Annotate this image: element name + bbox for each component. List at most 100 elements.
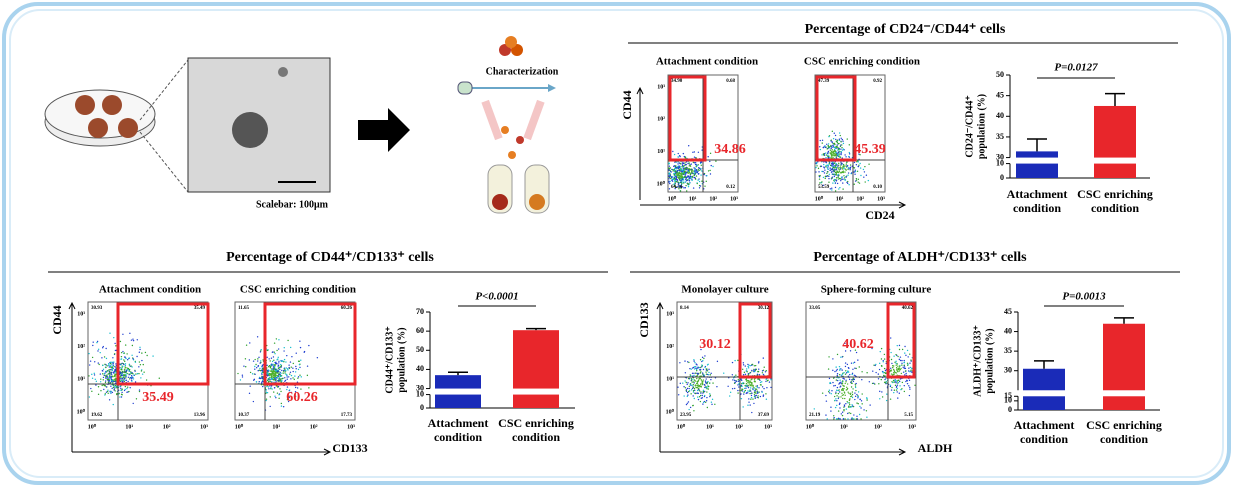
- event-dot: [825, 161, 828, 164]
- event-dot: [751, 411, 753, 414]
- event-dot: [140, 377, 142, 379]
- event-dot: [837, 392, 840, 395]
- event-dot: [821, 154, 823, 156]
- event-dot: [686, 395, 689, 398]
- event-dot: [293, 378, 295, 381]
- event-dot: [692, 404, 694, 407]
- gate-value: 40.62: [842, 337, 874, 352]
- event-dot: [886, 393, 888, 395]
- event-dot: [844, 373, 847, 375]
- event-dot: [691, 367, 694, 369]
- event-dot: [105, 364, 107, 366]
- event-dot: [699, 185, 702, 187]
- event-dot: [715, 160, 717, 162]
- event-dot: [747, 386, 750, 389]
- event-dot: [852, 418, 854, 420]
- event-dot: [889, 384, 892, 386]
- event-dot: [679, 382, 681, 385]
- event-dot: [91, 373, 93, 376]
- event-dot: [272, 371, 274, 374]
- event-dot: [141, 359, 143, 362]
- event-dot: [285, 373, 287, 375]
- event-dot: [841, 138, 844, 141]
- quadrant-value: 35.49: [194, 306, 206, 311]
- event-dot: [274, 377, 276, 379]
- event-dot: [829, 188, 831, 190]
- event-dot: [841, 387, 844, 390]
- event-dot: [741, 388, 743, 390]
- event-dot: [245, 344, 248, 346]
- event-dot: [261, 365, 264, 367]
- event-dot: [286, 378, 288, 380]
- event-dot: [850, 406, 853, 408]
- quadrant-value: 30.93: [91, 306, 103, 311]
- event-dot: [843, 385, 845, 387]
- event-dot: [92, 344, 94, 347]
- event-dot: [849, 350, 852, 352]
- event-dot: [696, 389, 699, 392]
- event-dot: [126, 386, 129, 388]
- arrow: [358, 108, 410, 152]
- event-dot: [762, 395, 764, 397]
- event-dot: [139, 346, 141, 349]
- event-dot: [99, 381, 102, 383]
- event-dot: [833, 170, 836, 173]
- event-dot: [838, 391, 841, 393]
- event-dot: [734, 359, 736, 362]
- event-dot: [874, 383, 876, 385]
- event-dot: [706, 364, 709, 366]
- event-dot: [836, 389, 838, 391]
- event-dot: [899, 378, 902, 380]
- event-dot: [866, 416, 868, 418]
- event-dot: [269, 380, 272, 382]
- event-dot: [134, 361, 137, 363]
- event-dot: [911, 367, 913, 369]
- event-dot: [875, 371, 877, 374]
- event-dot: [835, 180, 838, 182]
- event-dot: [121, 388, 123, 390]
- event-dot: [698, 390, 701, 392]
- event-dot: [851, 379, 853, 381]
- event-dot: [744, 373, 747, 376]
- event-dot: [822, 184, 825, 186]
- event-dot: [257, 370, 259, 372]
- event-dot: [131, 344, 134, 347]
- event-dot: [826, 148, 828, 150]
- event-dot: [707, 170, 710, 172]
- event-dot: [909, 353, 911, 355]
- event-dot: [669, 173, 672, 175]
- plot-condition: Attachment condition: [99, 284, 201, 296]
- event-dot: [298, 363, 301, 366]
- event-dot: [898, 380, 901, 383]
- event-dot: [841, 383, 844, 385]
- event-dot: [131, 366, 133, 368]
- event-dot: [110, 380, 113, 382]
- event-dot: [695, 386, 698, 389]
- event-dot: [280, 405, 283, 407]
- event-dot: [102, 347, 104, 349]
- y-tick-label: 0: [1000, 173, 1004, 182]
- event-dot: [703, 173, 705, 176]
- event-dot: [276, 374, 278, 377]
- event-dot: [284, 369, 287, 372]
- event-dot: [859, 154, 861, 156]
- event-dot: [747, 373, 750, 375]
- event-dot: [681, 174, 683, 176]
- event-dot: [842, 394, 845, 396]
- event-dot: [274, 364, 277, 366]
- event-dot: [834, 186, 837, 189]
- event-dot: [138, 351, 141, 353]
- event-dot: [687, 168, 689, 171]
- event-dot: [854, 173, 856, 175]
- event-dot: [830, 393, 832, 395]
- event-dot: [711, 403, 713, 406]
- event-dot: [102, 379, 104, 381]
- event-dot: [839, 382, 841, 385]
- arrow-head: [636, 86, 644, 95]
- event-dot: [268, 388, 270, 390]
- event-dot: [692, 151, 694, 153]
- event-dot: [675, 173, 677, 175]
- event-dot: [836, 353, 839, 356]
- event-dot: [854, 392, 856, 394]
- event-dot: [737, 392, 739, 394]
